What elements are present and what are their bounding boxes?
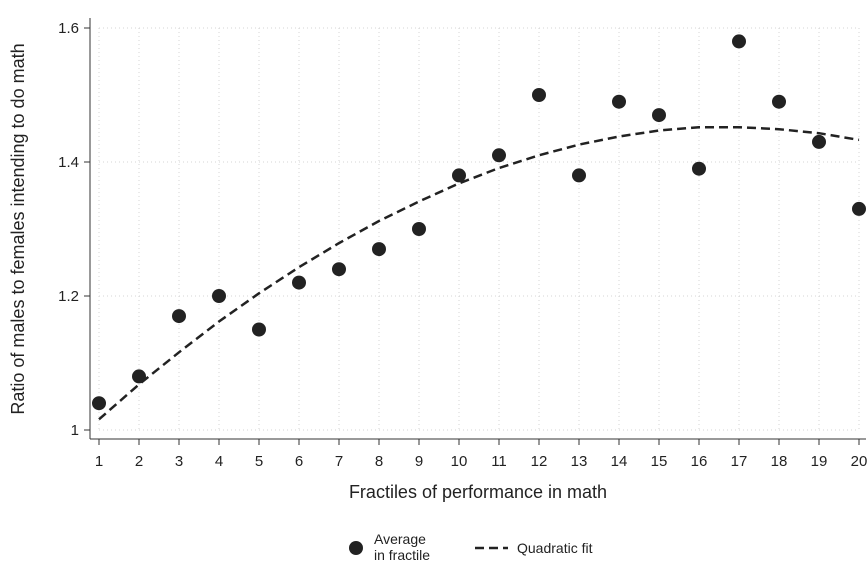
data-point <box>692 161 706 176</box>
x-tick-label: 15 <box>651 453 668 470</box>
x-tick-label: 11 <box>491 453 507 470</box>
x-axis-title: Fractiles of performance in math <box>349 482 607 502</box>
data-point <box>292 275 306 290</box>
legend-marker-average-in-fractile <box>349 541 363 555</box>
x-tick-label: 20 <box>851 453 867 470</box>
axes <box>84 18 866 445</box>
x-tick-label: 6 <box>295 453 303 470</box>
x-tick-label: 17 <box>731 453 748 470</box>
x-tick-label: 14 <box>611 453 628 470</box>
data-point <box>132 369 146 384</box>
data-point <box>212 289 226 303</box>
y-tick-label: 1.6 <box>58 20 79 37</box>
data-point <box>452 168 466 183</box>
data-point <box>652 108 666 123</box>
data-point <box>852 201 866 216</box>
data-point <box>532 88 546 102</box>
legend: Average in fractile Quadratic fit <box>349 531 593 563</box>
data-point <box>732 34 746 49</box>
x-tick-label: 12 <box>531 453 548 470</box>
data-point <box>252 322 266 337</box>
legend-label-quadratic-fit: Quadratic fit <box>517 540 593 556</box>
y-tick-label: 1.4 <box>58 154 79 171</box>
x-tick-label: 18 <box>771 453 788 470</box>
data-point <box>612 94 626 109</box>
quadratic-fit-line <box>98 125 860 421</box>
x-tick-label: 16 <box>691 453 708 470</box>
x-tick-label: 10 <box>451 453 468 470</box>
data-point <box>492 148 506 163</box>
data-point <box>372 242 386 257</box>
tick-labels: 1 2 3 4 5 6 7 8 9 10 11 12 13 14 15 16 17 18 19 2011.21.41.… <box>58 20 867 470</box>
average-in-fractile-series <box>92 34 866 411</box>
quadratic-fit-series <box>98 125 860 421</box>
y-tick-label: 1 <box>71 422 79 439</box>
y-tick-label: 1.2 <box>58 288 79 305</box>
legend-label-average-line-1: Average <box>374 531 426 547</box>
y-axis-title: Ratio of males to females intending to d… <box>8 43 28 414</box>
x-tick-label: 7 <box>335 453 343 470</box>
x-tick-label: 9 <box>415 453 423 470</box>
x-tick-label: 5 <box>255 453 263 470</box>
data-point <box>572 168 586 183</box>
legend-label-average-line-2: in fractile <box>374 547 430 563</box>
x-tick-label: 8 <box>375 453 383 470</box>
data-point <box>772 94 786 109</box>
x-tick-label: 2 <box>135 453 143 470</box>
data-point <box>172 309 186 324</box>
x-tick-label: 13 <box>571 453 588 470</box>
x-tick-label: 4 <box>215 453 223 470</box>
grid <box>98 27 860 431</box>
data-point <box>92 396 106 411</box>
data-point <box>412 222 426 236</box>
x-tick-label: 1 <box>95 453 103 470</box>
x-tick-label: 3 <box>175 453 183 470</box>
data-point <box>332 262 346 277</box>
data-point <box>812 134 826 149</box>
x-tick-label: 19 <box>811 453 828 470</box>
